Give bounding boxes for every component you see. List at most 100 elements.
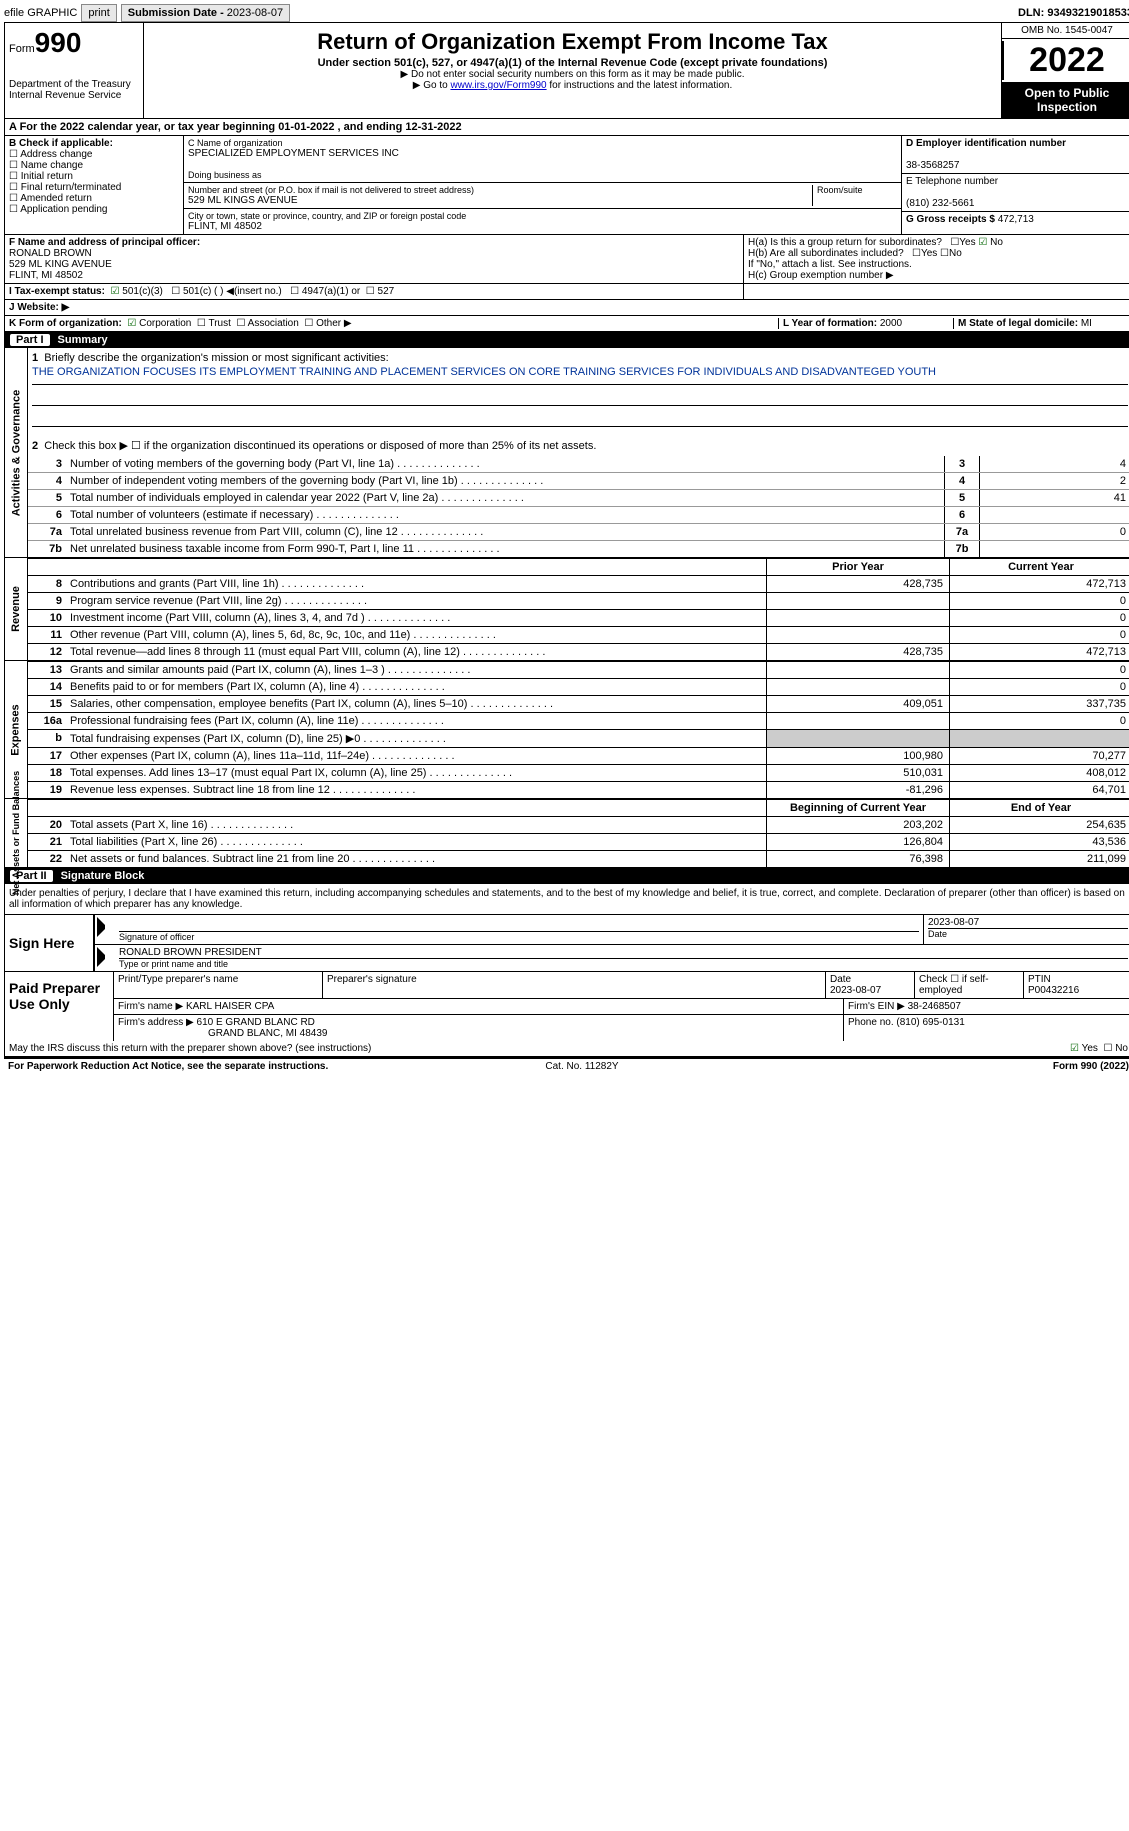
dept-treasury: Department of the Treasury Internal Reve…: [9, 79, 139, 101]
summary-row: 5 Total number of individuals employed i…: [28, 489, 1129, 506]
i-501c[interactable]: 501(c) ( ) ◀(insert no.): [171, 286, 282, 297]
summary-row: 7a Total unrelated business revenue from…: [28, 523, 1129, 540]
h-b-note: If "No," attach a list. See instructions…: [748, 259, 1128, 270]
ha-no: No: [978, 237, 1003, 248]
officer-addr2: FLINT, MI 48502: [9, 270, 83, 281]
prep-name-lbl: Print/Type preparer's name: [114, 972, 323, 998]
k-other[interactable]: Other ▶: [304, 318, 351, 329]
rot-rev: Revenue: [10, 586, 22, 632]
header-left: Form990 Department of the Treasury Inter…: [5, 23, 144, 118]
rot-exp: Expenses: [10, 704, 22, 755]
h-b: H(b) Are all subordinates included? ☐Yes…: [748, 248, 1128, 259]
summary-row: 11 Other revenue (Part VIII, column (A),…: [28, 626, 1129, 643]
gross: 472,713: [998, 214, 1034, 225]
header-right: OMB No. 1545-0047 2022 Open to Public In…: [1001, 23, 1129, 118]
ein-lbl: D Employer identification number: [906, 138, 1066, 149]
i-501c3[interactable]: 501(c)(3): [111, 286, 163, 297]
summary-row: 9 Program service revenue (Part VIII, li…: [28, 592, 1129, 609]
i-lbl: I Tax-exempt status:: [9, 286, 105, 297]
hdr-prior: Prior Year: [766, 559, 949, 575]
k-corp[interactable]: Corporation: [127, 318, 191, 329]
year-formation: 2000: [880, 318, 902, 329]
phone-lbl: E Telephone number: [906, 176, 998, 187]
summary-row: b Total fundraising expenses (Part IX, c…: [28, 729, 1129, 747]
summary-row: 21 Total liabilities (Part X, line 26) 1…: [28, 833, 1129, 850]
i-527[interactable]: 527: [366, 286, 394, 297]
chk-amended[interactable]: Amended return: [9, 193, 92, 204]
goto-note: ▶ Go to www.irs.gov/Form990 for instruct…: [148, 80, 997, 91]
discuss-no[interactable]: No: [1103, 1043, 1128, 1054]
k-trust[interactable]: Trust: [197, 318, 231, 329]
dba-lbl: Doing business as: [188, 170, 897, 180]
mission-lbl: Briefly describe the organization's miss…: [44, 352, 388, 364]
firm-name: KARL HAISER CPA: [186, 1001, 274, 1012]
type-lbl: Type or print name and title: [119, 958, 1128, 969]
dln: DLN: 93493219018533: [1018, 7, 1129, 19]
line2: Check this box ▶ ☐ if the organization d…: [44, 440, 596, 452]
print-button[interactable]: print: [81, 4, 116, 22]
chk-name[interactable]: Name change: [9, 160, 83, 171]
chk-address[interactable]: Address change: [9, 149, 92, 160]
chk-initial[interactable]: Initial return: [9, 171, 73, 182]
form-title: Return of Organization Exempt From Incom…: [148, 29, 997, 55]
k-assoc[interactable]: Association: [236, 318, 298, 329]
summary-row: 15 Salaries, other compensation, employe…: [28, 695, 1129, 712]
expenses-section: Expenses 13 Grants and similar amounts p…: [4, 661, 1129, 799]
netassets-section: Net Assets or Fund Balances Beginning of…: [4, 799, 1129, 868]
website-line: J Website: ▶: [4, 300, 1129, 316]
summary-row: 22 Net assets or fund balances. Subtract…: [28, 850, 1129, 867]
summary-row: 14 Benefits paid to or for members (Part…: [28, 678, 1129, 695]
ein: 38-3568257: [906, 160, 959, 171]
header-mid: Return of Organization Exempt From Incom…: [144, 23, 1001, 118]
efile-label: efile GRAPHIC: [4, 7, 77, 19]
sig-officer-lbl: Signature of officer: [119, 931, 919, 942]
form-header: Form990 Department of the Treasury Inter…: [4, 22, 1129, 119]
org-name: SPECIALIZED EMPLOYMENT SERVICES INC: [188, 148, 897, 159]
firm-ein: 38-2468507: [908, 1001, 961, 1012]
summary-row: 18 Total expenses. Add lines 13–17 (must…: [28, 764, 1129, 781]
chk-pending[interactable]: Application pending: [9, 204, 108, 215]
summary-row: 20 Total assets (Part X, line 16) 203,20…: [28, 816, 1129, 833]
form-ref: Form 990 (2022): [1053, 1061, 1129, 1072]
h-a: H(a) Is this a group return for subordin…: [748, 237, 1128, 248]
hdr-curr: Current Year: [949, 559, 1129, 575]
tri-icon: [97, 917, 113, 937]
summary-row: 8 Contributions and grants (Part VIII, l…: [28, 575, 1129, 592]
city: FLINT, MI 48502: [188, 221, 897, 232]
discuss-yes[interactable]: Yes: [1070, 1043, 1098, 1054]
sign-here: Sign Here: [5, 915, 95, 971]
summary-row: 6 Total number of volunteers (estimate i…: [28, 506, 1129, 523]
i-4947[interactable]: 4947(a)(1) or: [290, 286, 360, 297]
rot-na: Net Assets or Fund Balances: [11, 771, 21, 895]
summary-row: 7b Net unrelated business taxable income…: [28, 540, 1129, 557]
officer-block: F Name and address of principal officer:…: [4, 235, 1129, 284]
tax-status-block: I Tax-exempt status: 501(c)(3) 501(c) ( …: [4, 284, 1129, 300]
tax-period: A For the 2022 calendar year, or tax yea…: [4, 119, 1129, 136]
part1-header: Part I Summary: [4, 332, 1129, 348]
chk-final[interactable]: Final return/terminated: [9, 182, 121, 193]
top-bar: efile GRAPHIC print Submission Date - 20…: [4, 4, 1129, 22]
hdr-end: End of Year: [949, 800, 1129, 816]
h-c: H(c) Group exemption number ▶: [748, 270, 1128, 281]
box-c: C Name of organization SPECIALIZED EMPLO…: [184, 136, 901, 234]
irs-link[interactable]: www.irs.gov/Form990: [450, 80, 546, 91]
activities-governance: Activities & Governance 1 Briefly descri…: [4, 348, 1129, 558]
org-name-lbl: C Name of organization: [188, 138, 897, 148]
cat-no: Cat. No. 11282Y: [545, 1061, 618, 1072]
date-lbl: Date: [928, 928, 1128, 939]
summary-row: 17 Other expenses (Part IX, column (A), …: [28, 747, 1129, 764]
rot-ag: Activities & Governance: [10, 389, 22, 516]
city-lbl: City or town, state or province, country…: [188, 211, 897, 221]
prep-sig-lbl: Preparer's signature: [323, 972, 826, 998]
summary-row: 3 Number of voting members of the govern…: [28, 456, 1129, 472]
check-self[interactable]: Check ☐ if self-employed: [915, 972, 1024, 998]
tax-year: 2022: [1004, 41, 1129, 80]
mission-text: THE ORGANIZATION FOCUSES ITS EMPLOYMENT …: [32, 364, 1128, 385]
summary-row: 13 Grants and similar amounts paid (Part…: [28, 661, 1129, 678]
state-domicile: MI: [1081, 318, 1092, 329]
officer-lbl: F Name and address of principal officer:: [9, 237, 200, 248]
room-lbl: Room/suite: [817, 185, 897, 195]
paid-preparer: Paid Preparer Use Only: [5, 972, 114, 1041]
summary-row: 12 Total revenue—add lines 8 through 11 …: [28, 643, 1129, 660]
sig-date: 2023-08-07: [928, 917, 1128, 928]
